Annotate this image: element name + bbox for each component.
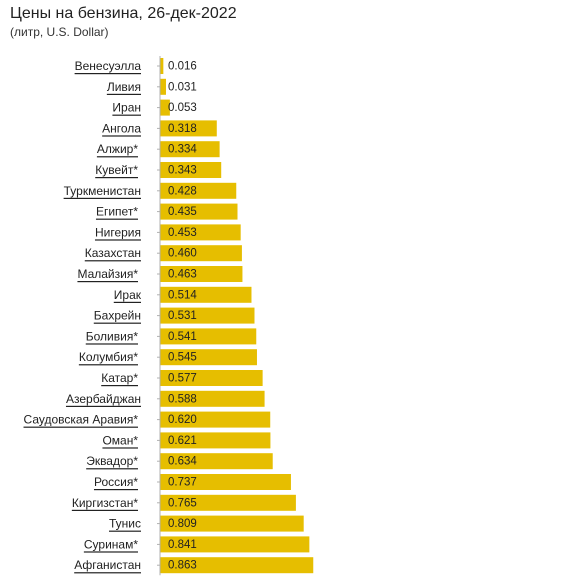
value-label: 0.841: [168, 539, 197, 551]
bar: [160, 141, 220, 158]
bar: [160, 58, 164, 74]
value-label: 0.634: [168, 456, 197, 468]
value-label: 0.809: [168, 518, 197, 530]
bar: [160, 515, 304, 532]
labels-layer: Венесуэлла 0.016 Ливия 0.031 Иран 0.053 Ангола…: [24, 59, 198, 572]
bar: [160, 120, 217, 137]
category-label[interactable]: Нигерия: [95, 225, 141, 239]
value-label: 0.334: [168, 144, 197, 156]
value-label: 0.577: [168, 373, 197, 385]
value-label: 0.453: [168, 227, 197, 239]
category-label[interactable]: Кувейт*: [95, 163, 138, 177]
category-label[interactable]: Тунис: [109, 517, 141, 531]
bar: [160, 78, 166, 95]
bar: [160, 349, 257, 366]
category-label[interactable]: Боливия*: [86, 329, 139, 343]
value-label: 0.737: [168, 477, 197, 489]
value-label: 0.031: [168, 81, 197, 93]
value-label: 0.435: [168, 206, 197, 218]
category-label[interactable]: Туркменистан: [64, 184, 141, 198]
bar: [160, 266, 243, 282]
value-label: 0.545: [168, 352, 197, 364]
category-label[interactable]: Афганистан: [74, 558, 141, 572]
category-label[interactable]: Колумбия*: [79, 350, 138, 364]
bar: [160, 474, 291, 490]
bar: [160, 162, 222, 178]
bar: [160, 370, 263, 386]
category-label[interactable]: Азербайджан: [66, 392, 141, 406]
value-label: 0.053: [168, 102, 197, 114]
chart-subtitle: (литр, U.S. Dollar): [10, 25, 109, 39]
category-label[interactable]: Оман*: [102, 433, 138, 447]
value-label: 0.620: [168, 414, 197, 426]
bar: [160, 494, 296, 511]
category-label[interactable]: Киргизстан*: [72, 496, 138, 510]
value-label: 0.531: [168, 310, 197, 322]
bar: [160, 328, 257, 345]
value-label: 0.863: [168, 560, 197, 572]
bar: [160, 224, 241, 241]
bar: [160, 286, 252, 303]
value-label: 0.765: [168, 497, 197, 509]
category-label[interactable]: Алжир*: [97, 142, 138, 156]
category-label[interactable]: Суринам*: [84, 537, 138, 551]
category-label[interactable]: Ангола: [102, 121, 141, 135]
value-label: 0.318: [168, 123, 197, 135]
value-label: 0.621: [168, 435, 197, 447]
value-label: 0.514: [168, 289, 197, 301]
category-label[interactable]: Саудовская Аравия*: [24, 413, 139, 427]
value-label: 0.016: [168, 61, 197, 73]
category-label[interactable]: Венесуэлла: [75, 59, 142, 73]
bar: [160, 432, 271, 449]
category-label[interactable]: Ирак: [114, 288, 142, 302]
bar: [160, 203, 238, 220]
chart-title: Цены на бензина, 26-дек-2022: [10, 5, 237, 22]
bar: [160, 307, 255, 324]
value-label: 0.460: [168, 248, 197, 260]
category-label[interactable]: Россия*: [94, 475, 138, 489]
bar: [160, 536, 310, 553]
category-label[interactable]: Иран: [112, 101, 141, 115]
bar: [160, 182, 237, 199]
bar: [160, 390, 265, 407]
bar: [160, 453, 273, 470]
value-label: 0.428: [168, 185, 197, 197]
value-label: 0.541: [168, 331, 197, 343]
bar: [160, 99, 170, 116]
value-label: 0.463: [168, 269, 197, 281]
category-label[interactable]: Малайзия*: [77, 267, 138, 281]
bar: [160, 557, 314, 574]
bar: [160, 245, 242, 262]
category-label[interactable]: Катар*: [101, 371, 138, 385]
category-label[interactable]: Эквадор*: [86, 454, 138, 468]
category-label[interactable]: Ливия: [107, 80, 141, 94]
category-label[interactable]: Казахстан: [85, 246, 141, 260]
value-label: 0.343: [168, 165, 197, 177]
bar: [160, 411, 271, 428]
bars-layer: [160, 58, 314, 574]
category-label[interactable]: Египет*: [96, 205, 138, 219]
value-label: 0.588: [168, 393, 197, 405]
category-label[interactable]: Бахрейн: [94, 309, 141, 323]
